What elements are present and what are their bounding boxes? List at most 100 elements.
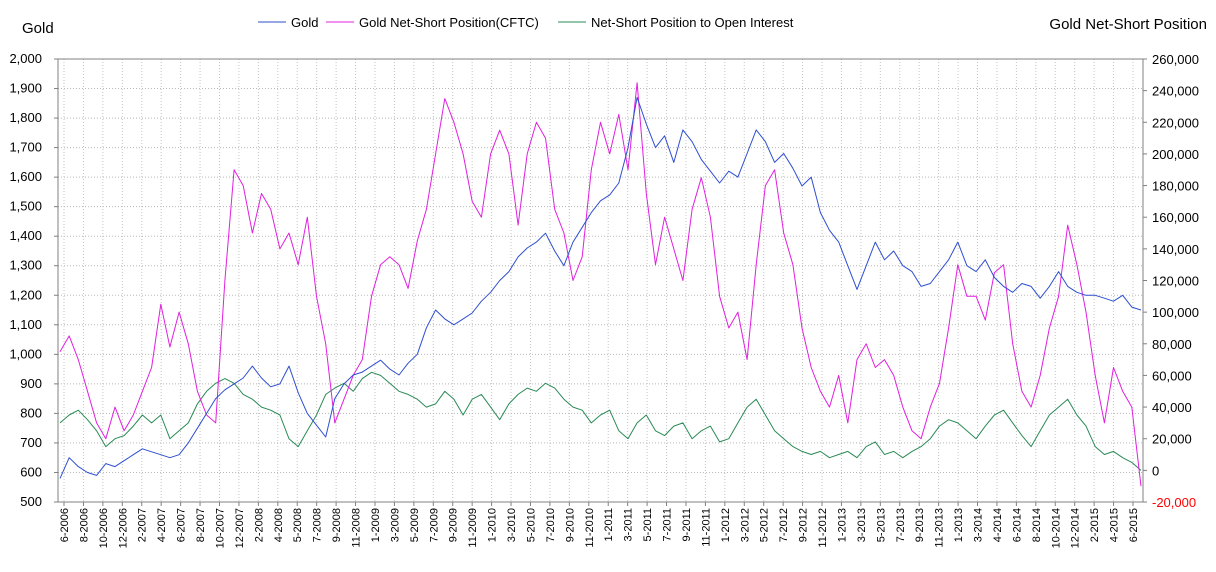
x-tick-label: 9-2010 — [564, 508, 576, 542]
x-tick-label: 6-2015 — [1128, 508, 1140, 542]
x-tick-label: 8-2007 — [195, 508, 207, 542]
x-tick-label: 11-2012 — [817, 508, 829, 548]
x-tick-label: 9-2012 — [798, 508, 810, 542]
right-tick-label: 240,000 — [1152, 84, 1199, 99]
x-tick-label: 6-2007 — [176, 508, 188, 542]
net-short-oi-line — [59, 371, 1142, 471]
x-tick-label: 7-2012 — [778, 508, 790, 542]
x-tick-label: 1-2011 — [603, 508, 615, 541]
left-tick-label: 1,800 — [9, 110, 42, 125]
x-tick-label: 3-2014 — [973, 508, 985, 542]
x-tick-label: 1-2013 — [953, 508, 965, 542]
x-tick-label: 3-2009 — [389, 508, 401, 542]
left-tick-label: 1,400 — [9, 228, 42, 243]
x-tick-label: 7-2010 — [545, 508, 557, 542]
legend-label-net-short: Gold Net-Short Position(CFTC) — [359, 15, 539, 30]
right-tick-label: 80,000 — [1152, 337, 1192, 352]
x-tick-label: 1-2009 — [370, 508, 382, 542]
x-tick-label: 4-2014 — [992, 508, 1004, 542]
x-tick-label: 7-2013 — [895, 508, 907, 542]
x-tick-label: 5-2012 — [759, 508, 771, 542]
x-tick-label: 8-2014 — [1031, 508, 1043, 542]
left-tick-label: 1,600 — [9, 169, 42, 184]
right-tick-label: 220,000 — [1152, 115, 1199, 130]
left-axis-title: Gold — [22, 20, 54, 37]
left-tick-label: 1,500 — [9, 199, 42, 214]
plot-area-border — [57, 58, 1144, 503]
gridlines — [58, 59, 1143, 502]
right-tick-label: -20,000 — [1152, 495, 1196, 510]
x-tick-label: 1-2013 — [836, 508, 848, 542]
x-tick-label: 2-2007 — [137, 508, 149, 542]
x-tick-label: 2-2008 — [253, 508, 265, 542]
x-tick-label: 4-2007 — [156, 508, 168, 542]
x-tick-label: 9-2013 — [914, 508, 926, 542]
left-tick-label: 1,300 — [9, 258, 42, 273]
left-tick-label: 1,700 — [9, 140, 42, 155]
x-tick-label: 10-2014 — [1050, 508, 1062, 548]
right-axis-title: Gold Net-Short Position — [1049, 16, 1207, 33]
legend-label-net-short-oi: Net-Short Position to Open Interest — [591, 15, 794, 30]
net-short-position-line — [59, 82, 1142, 487]
x-tick-label: 6-2006 — [59, 508, 71, 542]
x-tick-label: 5-2011 — [642, 508, 654, 541]
left-tick-label: 2,000 — [9, 51, 42, 66]
x-tick-label: 5-2013 — [875, 508, 887, 542]
x-tick-label: 3-2012 — [739, 508, 751, 542]
left-axis-ticks: 500 600 700 800 900 1,000 1,100 1,200 1,300 1,400… — [9, 51, 58, 509]
x-tick-label: 10-2006 — [98, 508, 110, 548]
x-tick-label: 9-2011 — [681, 508, 693, 541]
x-tick-label: 3-2011 — [623, 508, 635, 541]
x-tick-label: 9-2009 — [448, 508, 460, 542]
left-tick-label: 700 — [20, 435, 42, 450]
left-tick-label: 1,100 — [9, 317, 42, 332]
left-tick-label: 1,000 — [9, 346, 42, 361]
left-tick-label: 900 — [20, 376, 42, 391]
right-tick-label: 0 — [1152, 463, 1159, 478]
x-tick-label: 8-2006 — [78, 508, 90, 542]
x-tick-label: 11-2009 — [467, 508, 479, 548]
right-tick-label: 200,000 — [1152, 147, 1199, 162]
x-tick-label: 7-2009 — [428, 508, 440, 542]
legend-label-gold: Gold — [291, 15, 318, 30]
right-tick-label: 260,000 — [1152, 52, 1199, 67]
x-tick-label: 1-2010 — [487, 508, 499, 542]
right-tick-label: 160,000 — [1152, 210, 1199, 225]
series-layer — [59, 82, 1142, 487]
x-tick-label: 11-2013 — [934, 508, 946, 548]
x-tick-label: 7-2011 — [662, 508, 674, 541]
x-tick-label: 10-2007 — [214, 508, 226, 548]
x-tick-label: 7-2008 — [312, 508, 324, 542]
x-tick-label: 3-2013 — [856, 508, 868, 542]
gold-price-line — [59, 96, 1142, 479]
x-tick-label: 9-2008 — [331, 508, 343, 542]
x-tick-label: 2-2015 — [1089, 508, 1101, 542]
x-axis-ticks: 6-2006 8-2006 10-2006 12-2006 2-2007 4-2007 6-… — [59, 502, 1140, 548]
right-tick-label: 120,000 — [1152, 274, 1199, 289]
x-tick-label: 6-2014 — [1011, 508, 1023, 542]
x-tick-label: 5-2009 — [409, 508, 421, 542]
x-tick-label: 11-2010 — [584, 508, 596, 548]
right-tick-label: 180,000 — [1152, 179, 1199, 194]
x-tick-label: 5-2008 — [292, 508, 304, 542]
left-tick-label: 600 — [20, 464, 42, 479]
left-tick-label: 1,900 — [9, 81, 42, 96]
left-tick-label: 1,200 — [9, 287, 42, 302]
left-tick-label: 500 — [20, 494, 42, 509]
x-tick-label: 12-2014 — [1070, 508, 1082, 548]
x-tick-label: 5-2010 — [525, 508, 537, 542]
legend: Gold Gold Net-Short Position(CFTC) Net-S… — [258, 15, 794, 30]
x-tick-label: 3-2010 — [506, 508, 518, 542]
right-tick-label: 40,000 — [1152, 400, 1192, 415]
x-tick-label: 4-2015 — [1109, 508, 1121, 542]
right-tick-label: 60,000 — [1152, 368, 1192, 383]
x-tick-label: 12-2007 — [234, 508, 246, 548]
x-tick-label: 11-2008 — [351, 508, 363, 548]
right-tick-label: 140,000 — [1152, 242, 1199, 257]
x-tick-label: 11-2011 — [700, 508, 712, 547]
left-tick-label: 800 — [20, 405, 42, 420]
x-tick-label: 12-2006 — [117, 508, 129, 548]
right-tick-label: 20,000 — [1152, 432, 1192, 447]
